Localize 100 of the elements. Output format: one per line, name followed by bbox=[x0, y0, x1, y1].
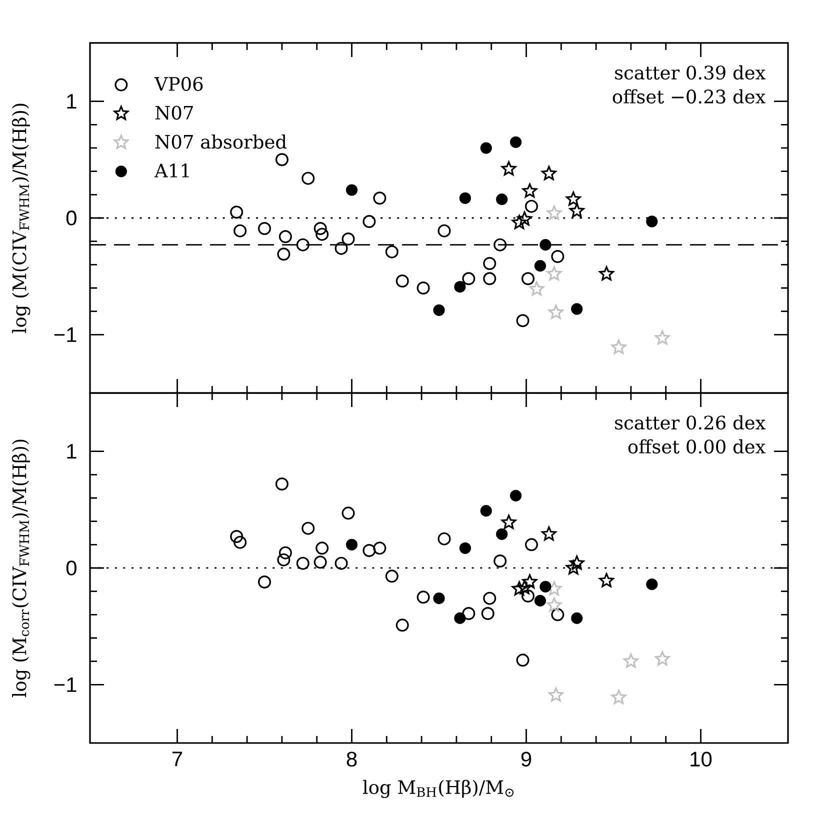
point bbox=[522, 183, 538, 198]
point bbox=[334, 242, 348, 255]
point bbox=[342, 232, 355, 246]
point bbox=[541, 526, 556, 541]
legend-label: N07 bbox=[155, 106, 193, 120]
point bbox=[546, 581, 562, 596]
point bbox=[416, 590, 430, 604]
point bbox=[512, 214, 527, 230]
point bbox=[296, 238, 310, 252]
point bbox=[510, 136, 522, 148]
legend-label: N07 absorbed bbox=[155, 134, 287, 149]
point bbox=[624, 654, 638, 668]
point bbox=[438, 532, 451, 546]
point bbox=[314, 222, 327, 235]
point bbox=[546, 598, 562, 612]
annotation: offset 0.00 dex bbox=[628, 439, 766, 454]
point bbox=[230, 206, 244, 219]
point bbox=[373, 542, 386, 555]
x-axis-title: log M$_{BH}$(Hβ)/M$_{⊙}$ bbox=[362, 780, 514, 798]
point bbox=[459, 542, 471, 554]
point bbox=[569, 556, 584, 570]
point bbox=[546, 266, 562, 280]
y-tick-label: −1 bbox=[54, 677, 76, 692]
point bbox=[362, 214, 376, 228]
legend-label: VP06 bbox=[154, 76, 203, 91]
point bbox=[277, 553, 290, 566]
x-tick-label: 8 bbox=[346, 752, 357, 767]
point bbox=[611, 690, 626, 704]
point bbox=[540, 580, 552, 592]
point bbox=[494, 238, 507, 252]
point bbox=[230, 530, 244, 543]
point bbox=[541, 166, 556, 180]
point bbox=[512, 581, 527, 596]
y-tick-label: −1 bbox=[54, 327, 76, 342]
point bbox=[296, 556, 310, 570]
point bbox=[534, 260, 546, 272]
point bbox=[524, 538, 538, 552]
point bbox=[534, 594, 546, 606]
point bbox=[258, 222, 272, 235]
point bbox=[599, 266, 614, 280]
y-tick-label: 1 bbox=[67, 94, 76, 109]
y-tick-label: 0 bbox=[66, 560, 76, 576]
x-tick-label: 7 bbox=[172, 752, 182, 766]
point bbox=[433, 304, 445, 316]
point bbox=[551, 608, 564, 622]
legend-label: A11 bbox=[154, 164, 189, 178]
point bbox=[524, 200, 538, 213]
point bbox=[529, 281, 544, 296]
point bbox=[501, 514, 516, 529]
point bbox=[546, 206, 562, 220]
y-axis-title: log (M$_{corr}$(CIV$_{FWHM}$)/M(Hβ)) bbox=[12, 440, 30, 698]
point bbox=[646, 216, 658, 228]
point bbox=[483, 256, 496, 270]
point bbox=[548, 687, 564, 702]
annotation: scatter 0.26 dex bbox=[615, 415, 766, 430]
point bbox=[462, 606, 476, 620]
point bbox=[494, 554, 507, 568]
point bbox=[496, 528, 508, 540]
point bbox=[611, 340, 626, 354]
point bbox=[346, 538, 358, 550]
point bbox=[314, 556, 327, 569]
point bbox=[275, 153, 288, 166]
point bbox=[433, 592, 445, 604]
point bbox=[334, 556, 348, 570]
point bbox=[234, 536, 247, 549]
point bbox=[346, 184, 358, 196]
point bbox=[362, 544, 376, 557]
point bbox=[396, 274, 409, 288]
point bbox=[278, 546, 292, 560]
y-tick-label: 0 bbox=[66, 210, 76, 226]
point bbox=[277, 248, 290, 261]
point bbox=[566, 192, 581, 206]
point bbox=[258, 576, 272, 588]
x-tick-label: 9 bbox=[521, 752, 532, 767]
point bbox=[654, 651, 670, 666]
point bbox=[566, 560, 581, 574]
point bbox=[416, 281, 430, 294]
point bbox=[462, 272, 476, 286]
point bbox=[516, 654, 530, 667]
point bbox=[480, 505, 492, 517]
point bbox=[396, 618, 409, 632]
point bbox=[571, 303, 583, 315]
point bbox=[517, 580, 532, 594]
x-tick-label: 10 bbox=[690, 752, 712, 767]
point bbox=[654, 330, 670, 345]
point bbox=[516, 314, 530, 328]
y-axis-title: log (M(CIV$_{FWHM}$)/M(Hβ)) bbox=[12, 104, 30, 334]
point bbox=[510, 490, 522, 502]
point bbox=[316, 542, 329, 555]
point bbox=[302, 172, 315, 185]
point bbox=[501, 161, 516, 176]
point bbox=[438, 224, 451, 238]
point bbox=[316, 228, 329, 241]
point bbox=[302, 522, 315, 535]
point bbox=[373, 192, 386, 205]
point bbox=[385, 245, 398, 258]
point bbox=[517, 211, 532, 226]
point bbox=[569, 203, 584, 218]
point bbox=[522, 574, 538, 588]
point bbox=[483, 592, 496, 605]
